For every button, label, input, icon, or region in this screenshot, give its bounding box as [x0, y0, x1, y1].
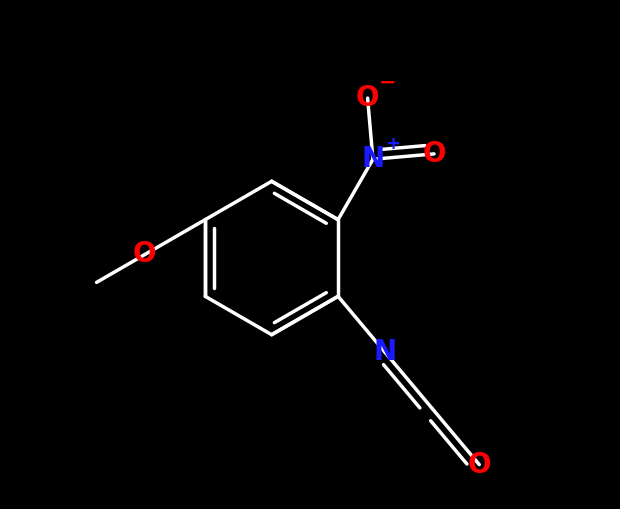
- Text: O: O: [133, 240, 157, 269]
- Text: −: −: [378, 73, 396, 93]
- Text: N: N: [361, 145, 384, 173]
- Text: O: O: [422, 140, 446, 168]
- Text: O: O: [467, 450, 491, 478]
- Text: +: +: [385, 135, 400, 153]
- Text: O: O: [356, 84, 379, 112]
- Text: N: N: [374, 338, 397, 366]
